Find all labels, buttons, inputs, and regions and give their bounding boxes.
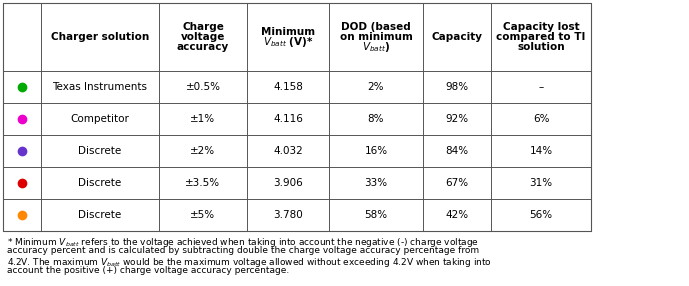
Text: Discrete: Discrete xyxy=(79,146,122,156)
Text: ±2%: ±2% xyxy=(190,146,216,156)
Text: $V_{batt}$): $V_{batt}$) xyxy=(362,41,390,55)
Text: 98%: 98% xyxy=(445,82,469,92)
Text: Capacity: Capacity xyxy=(431,32,482,42)
Text: 4.116: 4.116 xyxy=(273,114,303,124)
Text: ±3.5%: ±3.5% xyxy=(185,178,220,188)
Text: 33%: 33% xyxy=(364,178,387,188)
Text: 84%: 84% xyxy=(445,146,469,156)
Text: on minimum: on minimum xyxy=(340,32,413,42)
Text: 2%: 2% xyxy=(368,82,384,92)
Text: –: – xyxy=(538,82,544,92)
Text: Discrete: Discrete xyxy=(79,210,122,220)
Text: voltage: voltage xyxy=(181,32,225,42)
Text: accuracy percent and is calculated by subtracting double the charge voltage accu: accuracy percent and is calculated by su… xyxy=(7,246,479,255)
Text: 42%: 42% xyxy=(445,210,469,220)
Text: accuracy: accuracy xyxy=(177,43,229,53)
Text: 4.2V. The maximum $V_{batt}$ would be the maximum voltage allowed without exceed: 4.2V. The maximum $V_{batt}$ would be th… xyxy=(7,256,492,269)
Text: Texas Instruments: Texas Instruments xyxy=(52,82,147,92)
Text: 3.906: 3.906 xyxy=(273,178,303,188)
Text: ±0.5%: ±0.5% xyxy=(185,82,220,92)
Text: 31%: 31% xyxy=(529,178,553,188)
Text: 8%: 8% xyxy=(368,114,384,124)
Text: * Minimum $V_{batt}$ refers to the voltage achieved when taking into account the: * Minimum $V_{batt}$ refers to the volta… xyxy=(7,236,479,249)
Text: 6%: 6% xyxy=(533,114,549,124)
Text: 4.032: 4.032 xyxy=(273,146,303,156)
Text: compared to TI: compared to TI xyxy=(496,32,586,42)
Text: $V_{batt}$ (V)*: $V_{batt}$ (V)* xyxy=(263,35,313,49)
Bar xyxy=(3,3,591,231)
Text: ±1%: ±1% xyxy=(190,114,216,124)
Text: Capacity lost: Capacity lost xyxy=(503,21,579,31)
Text: DOD (based: DOD (based xyxy=(341,21,411,31)
Text: Competitor: Competitor xyxy=(70,114,130,124)
Text: 14%: 14% xyxy=(529,146,553,156)
Text: 16%: 16% xyxy=(364,146,387,156)
Text: 4.158: 4.158 xyxy=(273,82,303,92)
Text: solution: solution xyxy=(517,43,565,53)
Text: account the positive (+) charge voltage accuracy percentage.: account the positive (+) charge voltage … xyxy=(7,266,289,275)
Text: ±5%: ±5% xyxy=(190,210,216,220)
Text: 3.780: 3.780 xyxy=(273,210,303,220)
Text: Charger solution: Charger solution xyxy=(51,32,149,42)
Text: Minimum: Minimum xyxy=(261,27,315,37)
Text: Charge: Charge xyxy=(182,21,224,31)
Text: 56%: 56% xyxy=(529,210,553,220)
Text: Discrete: Discrete xyxy=(79,178,122,188)
Text: 67%: 67% xyxy=(445,178,469,188)
Text: 92%: 92% xyxy=(445,114,469,124)
Text: 58%: 58% xyxy=(364,210,387,220)
